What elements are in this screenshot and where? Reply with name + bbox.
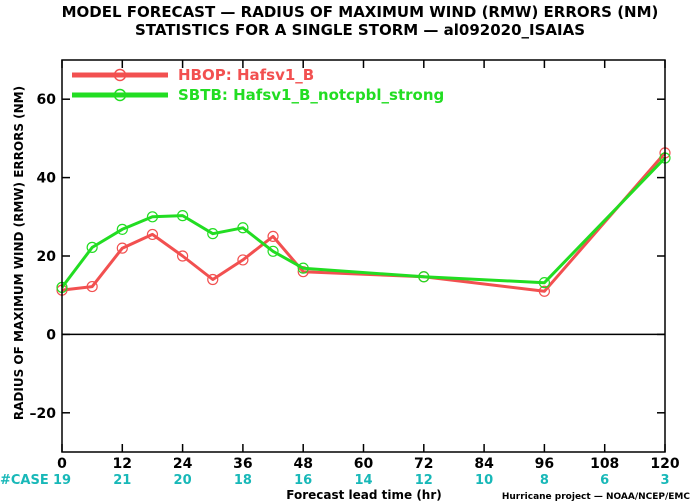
series-point — [237, 222, 249, 234]
case-count: 3 — [660, 473, 669, 488]
x-axis-ticks: 0 12 24 36 48 60 72 84 96 108 120 — [57, 60, 680, 472]
x-tick-label: 96 — [535, 456, 554, 472]
y-tick-label: 0 — [46, 327, 56, 343]
series-point — [267, 245, 279, 257]
credit-text: Hurricane project — NOAA/NCEP/EMC — [502, 492, 691, 502]
series-point — [116, 223, 128, 235]
plot-lines — [56, 147, 671, 336]
series-point — [86, 241, 98, 253]
case-count: 8 — [540, 473, 549, 488]
case-label: #CASE — [0, 473, 49, 488]
y-axis-ticks: –20 0 20 40 60 — [30, 92, 665, 422]
y-axis-label: RADIUS OF MAXIMUM WIND (RMW) ERRORS (NM) — [12, 86, 26, 420]
case-count: 19 — [53, 473, 71, 488]
series-line — [60, 156, 667, 289]
x-tick-label: 60 — [354, 456, 374, 472]
x-tick-label: 72 — [414, 456, 433, 472]
case-count: 21 — [113, 473, 131, 488]
legend-swatch-marker — [113, 88, 127, 102]
case-count-row: #CASE 19 21 20 18 16 14 12 10 8 6 3 — [0, 473, 670, 488]
series-point — [418, 271, 430, 283]
case-count: 10 — [475, 473, 493, 488]
series-point — [207, 228, 219, 240]
chart-subtitle: STATISTICS FOR A SINGLE STORM — al092020… — [135, 21, 585, 39]
case-count: 12 — [415, 473, 433, 488]
series-1 — [56, 147, 671, 297]
x-tick-label: 48 — [293, 456, 312, 472]
series-point — [297, 262, 309, 274]
y-tick-label: 40 — [37, 171, 57, 187]
case-count: 6 — [600, 473, 609, 488]
y-tick-label: –20 — [30, 406, 57, 422]
series-point — [267, 230, 279, 242]
legend: HBOP: Hafsv1_B SBTB: Hafsv1_B_notcpbl_str… — [72, 66, 444, 104]
chart-title: MODEL FORECAST — RADIUS OF MAXIMUM WIND … — [62, 3, 659, 21]
series-point — [237, 254, 249, 266]
x-tick-label: 84 — [474, 456, 494, 472]
series-point — [538, 277, 551, 289]
series-point — [116, 242, 128, 254]
legend-label: HBOP: Hafsv1_B — [178, 66, 314, 84]
legend-swatch-marker — [113, 68, 127, 82]
x-tick-label: 36 — [233, 456, 252, 472]
series-point — [177, 210, 189, 222]
x-tick-label: 12 — [113, 456, 132, 472]
x-tick-label: 120 — [650, 456, 679, 472]
y-tick-label: 20 — [37, 249, 57, 265]
legend-label: SBTB: Hafsv1_B_notcpbl_strong — [178, 86, 444, 104]
series-point — [146, 228, 159, 241]
x-axis-label: Forecast lead time (hr) — [286, 488, 442, 502]
series-point — [177, 250, 189, 262]
series-2 — [56, 152, 671, 293]
x-tick-label: 108 — [590, 456, 619, 472]
series-point — [207, 273, 219, 286]
series-point — [86, 280, 98, 293]
y-tick-label: 60 — [37, 92, 57, 108]
case-count: 16 — [294, 473, 312, 488]
x-tick-label: 0 — [57, 456, 67, 472]
case-count: 18 — [234, 473, 252, 488]
x-tick-label: 24 — [173, 456, 193, 472]
case-count: 20 — [174, 473, 192, 488]
series-point — [146, 211, 159, 223]
series-point — [538, 285, 551, 297]
case-count: 14 — [354, 473, 372, 488]
plot-frame — [61, 59, 666, 453]
